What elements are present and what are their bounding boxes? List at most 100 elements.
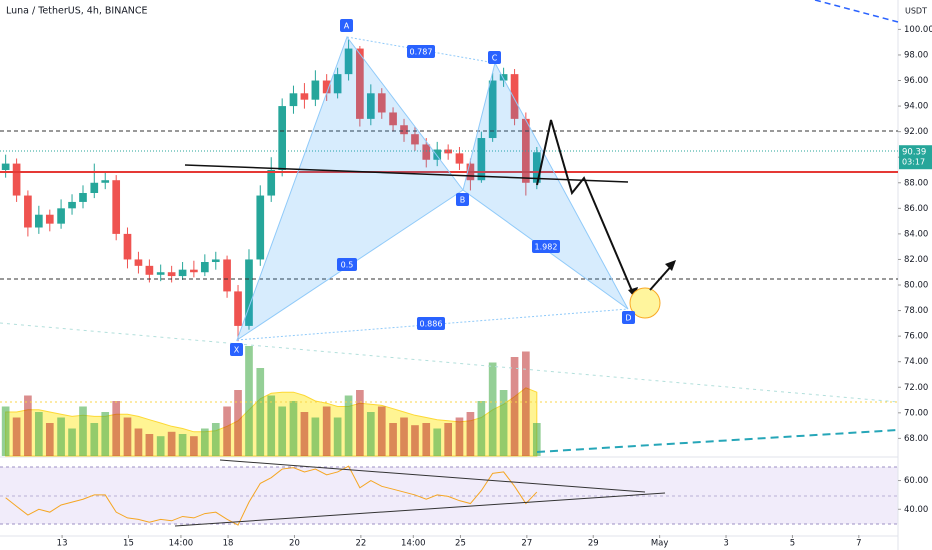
y-tick-label: 72.00 [904,383,928,393]
candle-body [366,93,375,119]
target-zone [629,287,661,319]
candle-body [223,259,231,292]
ratio-label: 1.982 [535,243,558,252]
volume-bar [311,417,320,456]
x-tick-label: May [651,539,669,549]
volume-bar [278,406,287,456]
x-tick-label: 25 [455,539,466,549]
volume-bar [422,423,431,456]
candle-body [178,269,187,277]
ratio-label: 0.787 [410,48,433,57]
point-label: A [344,22,350,31]
candle-body [123,233,132,260]
currency: USDT [905,7,927,16]
x-tick-label: 27 [521,539,532,549]
ratio-box [337,258,357,271]
y-tick-label: 96.00 [904,76,928,86]
candle-body [90,182,99,193]
volume-bar [167,431,176,456]
candle-body [389,112,397,126]
candle-body [499,74,508,81]
volume-bar [466,412,475,456]
y-tick-label: 74.00 [904,357,928,367]
ratio-box [532,240,560,253]
chart-title: Luna / TetherUS, 4h, BINANCE [6,6,148,17]
volume-bar [389,423,397,456]
trendline [184,164,629,183]
y-tick-label: 100.00 [904,25,932,35]
volume-bar [234,390,242,456]
volume-bar [112,401,121,456]
point-label: C [492,54,498,63]
candle-body [333,74,342,94]
pattern-ac [346,36,496,64]
volume-bar [488,362,497,456]
volume-bar [145,434,154,456]
y-tick-label: 76.00 [904,332,928,342]
candle-body [356,48,364,119]
y-tick-label: 82.00 [904,255,928,265]
y-tick-label: 92.00 [904,127,928,137]
marks [1,39,541,526]
volume-bar [12,417,21,456]
candle-body [455,153,464,164]
point-box [340,19,353,32]
ratio-label: 0.5 [341,261,354,270]
trend-dashed [814,0,899,23]
volume-bar [156,436,165,456]
pattern-labels: A X B C D 0.787 0.5 1.982 0.886 [230,19,635,356]
x-tick-label: 29 [588,539,599,549]
volume-bar [444,423,453,456]
candle-body [234,291,242,326]
last-price-box [899,145,932,170]
candle-body [79,192,87,202]
volume-bar [79,406,87,456]
volume-bar [411,425,419,456]
candle-body [311,80,320,100]
volume-bar [57,417,65,456]
candle-body [211,259,220,263]
volume-bar [455,417,464,456]
volume-bar [433,428,442,456]
volume-bar [35,412,43,456]
x-tick-label: 14:00 [169,539,194,549]
x-tick-label: 3 [723,539,728,549]
y-tick-label: 98.00 [904,50,928,60]
volume-bar [333,417,342,456]
y-tick-label: 68.00 [904,434,928,444]
volume-bar [101,412,110,456]
faint-trend [0,322,899,403]
volume-bar [245,346,253,456]
volume-bar [45,423,54,456]
volume-bar [190,436,198,456]
volume-bar [377,406,386,456]
volume-bar [68,428,76,456]
candle-body [344,48,353,75]
x-tick-label: 14:00 [401,539,426,549]
x-tick-label: 22 [355,539,366,549]
candle-body [289,93,298,107]
candle-body [12,163,21,196]
trend-dashed [536,429,899,453]
point-label: B [460,196,466,205]
volume-bar [522,351,530,456]
point-box [488,51,501,64]
candle-body [1,163,10,170]
y-tick-label: 80.00 [904,281,928,291]
volume-bar [400,417,408,456]
volume-bar [211,423,220,456]
ratio-box [417,317,445,330]
volume-bar [200,428,209,456]
candle-body [24,195,32,228]
countdown: 03:17 [902,158,925,167]
point-box [622,311,635,324]
ratio-box [407,45,435,58]
candle-body [377,93,386,113]
candle-body [145,265,154,275]
volume-bar [24,395,32,456]
candle-body [278,106,287,170]
candle-body [400,125,408,135]
x-tick-label: 5 [790,539,795,549]
y-tick-label: 70.00 [904,408,928,418]
